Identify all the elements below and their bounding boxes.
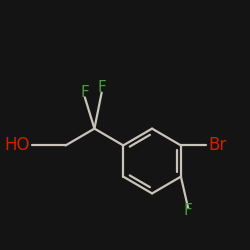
Text: F: F — [184, 203, 192, 218]
Text: HO: HO — [4, 136, 30, 154]
Text: Br: Br — [208, 136, 227, 154]
Text: F: F — [80, 85, 89, 100]
Text: F: F — [97, 80, 106, 95]
